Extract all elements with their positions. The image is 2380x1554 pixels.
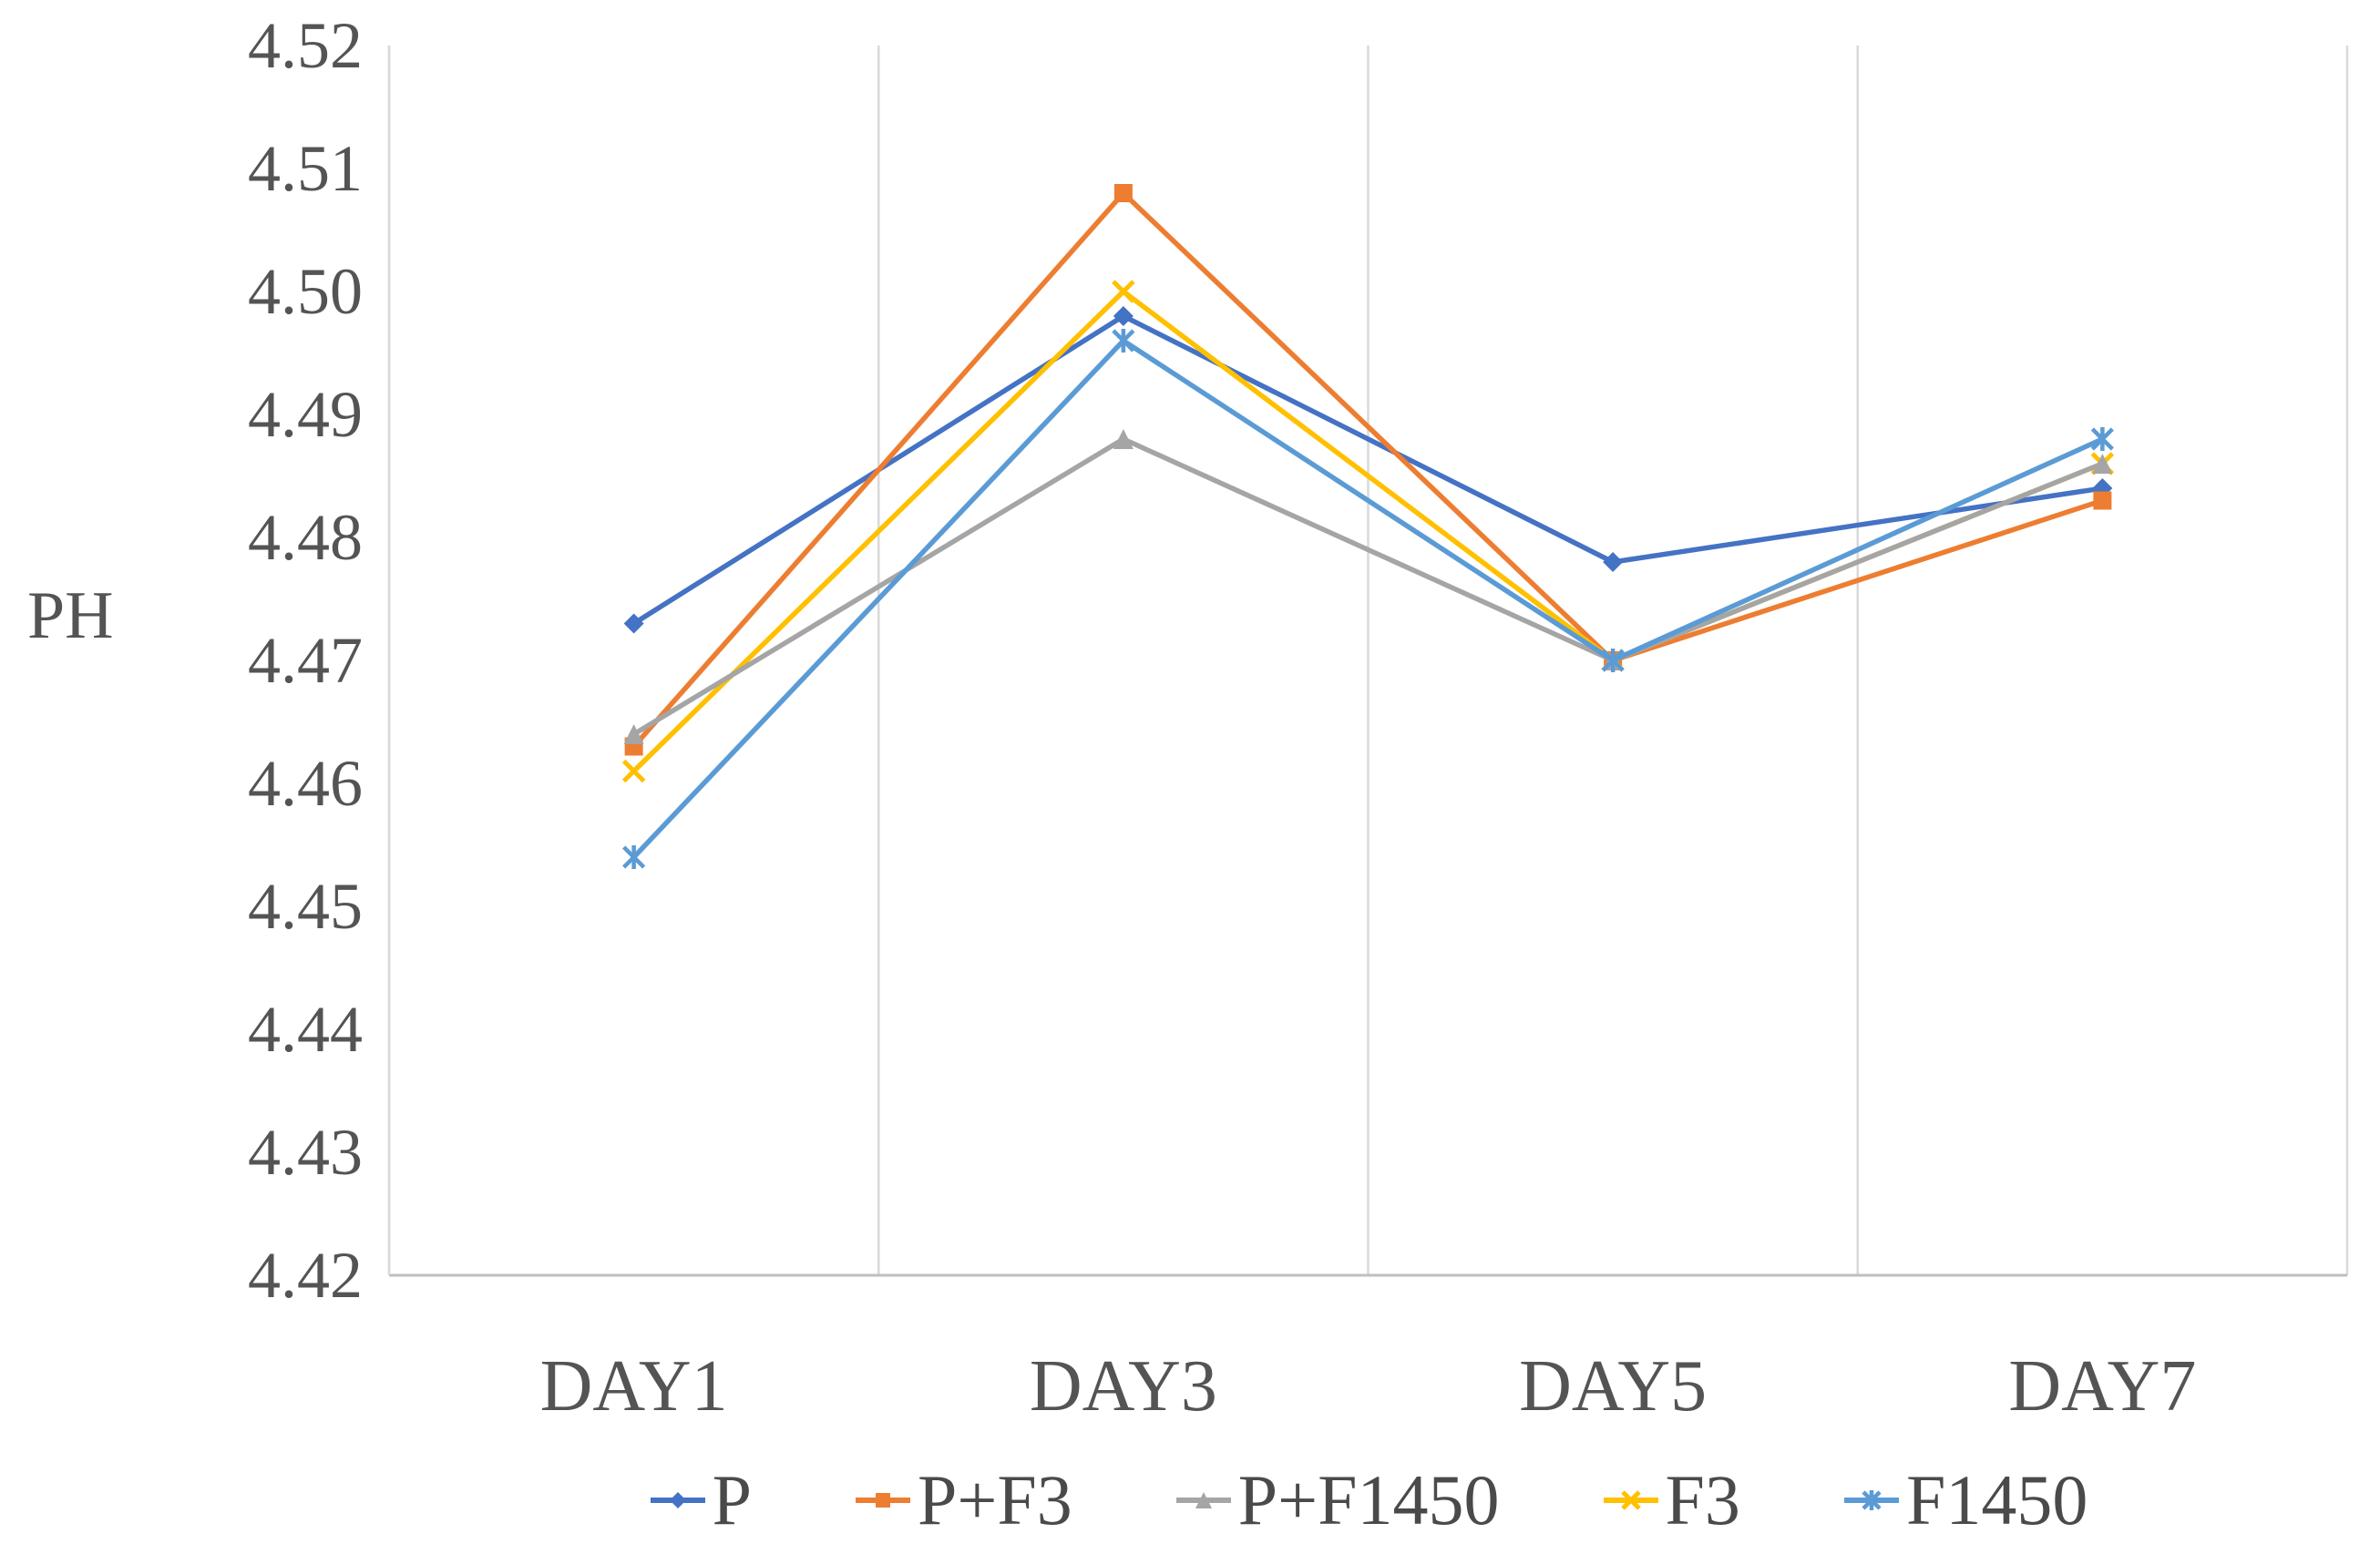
- legend-label: P+F3: [918, 1460, 1072, 1539]
- x-category-label: DAY1: [540, 1346, 728, 1426]
- y-tick-label: 4.43: [248, 1116, 363, 1189]
- square-marker: [876, 1493, 891, 1508]
- asterisk-marker: [2090, 427, 2114, 451]
- x-category-label: DAY5: [1519, 1346, 1707, 1426]
- y-tick-label: 4.48: [248, 501, 363, 574]
- x-marker: [1620, 1490, 1641, 1510]
- legend-item-F1450: F1450: [1842, 1465, 2088, 1536]
- y-tick-label: 4.50: [248, 255, 363, 328]
- x-category-label: DAY7: [2008, 1346, 2196, 1426]
- legend-key-P+F3: [856, 1493, 911, 1508]
- y-tick-label: 4.46: [248, 747, 363, 820]
- y-tick-label: 4.47: [248, 624, 363, 697]
- diamond-marker: [1603, 552, 1624, 572]
- y-axis-title: PH: [27, 578, 114, 653]
- legend-label: P: [712, 1460, 753, 1539]
- y-tick-label: 4.52: [248, 9, 363, 82]
- legend-label: F3: [1665, 1460, 1740, 1539]
- triangle-marker: [1195, 1492, 1212, 1508]
- series-line-P+F1450: [632, 436, 2104, 737]
- axis-lines: [387, 46, 2347, 1277]
- legend-key-F3: [1603, 1490, 1658, 1510]
- asterisk-marker: [1112, 329, 1135, 353]
- legend-item-P: P: [649, 1465, 752, 1536]
- asterisk-marker: [1862, 1490, 1882, 1510]
- asterisk-marker: [622, 845, 646, 869]
- legend-item-P+F3: P+F3: [854, 1465, 1072, 1536]
- diamond-marker: [669, 1492, 686, 1508]
- chart-legend: P P+F3 P+F1450 F3 F1450: [389, 1450, 2347, 1550]
- series-line-P+F3: [631, 190, 2104, 749]
- legend-item-F3: F3: [1602, 1465, 1740, 1536]
- legend-label: F1450: [1905, 1460, 2088, 1539]
- legend-key-P+F1450: [1175, 1492, 1231, 1508]
- diamond-marker: [1113, 306, 1134, 326]
- square-marker: [1113, 184, 1133, 202]
- legend-item-P+F1450: P+F1450: [1175, 1465, 1500, 1536]
- series-F1450: [622, 329, 2114, 869]
- data-series: [621, 184, 2115, 869]
- gridlines: [387, 46, 2349, 1275]
- legend-key-P: [650, 1492, 705, 1508]
- triangle-marker: [2092, 454, 2113, 474]
- y-tick-label: 4.49: [248, 378, 363, 451]
- diamond-marker: [623, 613, 644, 634]
- x-marker: [621, 759, 646, 783]
- y-tick-label: 4.42: [248, 1239, 363, 1312]
- legend-label: P+F1450: [1237, 1460, 1500, 1539]
- y-axis-tick-labels: 4.42 4.43 4.44 4.45 4.46 4.47 4.48 4.49 4.50 4.51…: [248, 9, 363, 1312]
- y-tick-label: 4.51: [248, 132, 363, 205]
- triangle-marker: [1113, 429, 1134, 449]
- y-tick-label: 4.45: [248, 870, 363, 943]
- series-line-F1450: [631, 338, 2104, 859]
- x-marker: [1112, 280, 1135, 303]
- square-marker: [2093, 491, 2112, 510]
- y-tick-label: 4.44: [248, 993, 363, 1066]
- legend-key-F1450: [1843, 1490, 1899, 1510]
- x-category-label: DAY3: [1030, 1346, 1217, 1426]
- x-axis-category-labels: DAY1 DAY3 DAY5 DAY7: [540, 1346, 2197, 1426]
- triangle-marker: [623, 724, 644, 744]
- asterisk-marker: [1601, 649, 1625, 672]
